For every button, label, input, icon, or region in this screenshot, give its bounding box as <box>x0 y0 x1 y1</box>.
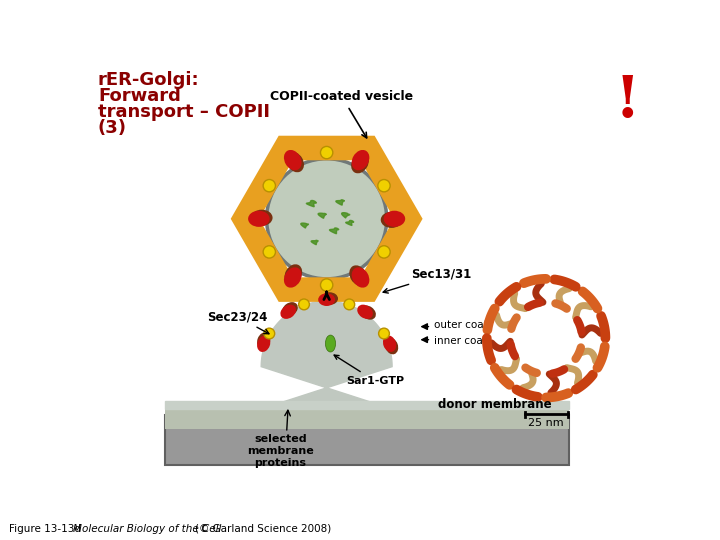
Polygon shape <box>318 213 326 218</box>
Ellipse shape <box>381 212 402 228</box>
Ellipse shape <box>318 293 335 306</box>
Polygon shape <box>238 301 415 409</box>
Polygon shape <box>346 220 354 225</box>
Text: Sec13/31: Sec13/31 <box>383 268 472 293</box>
Polygon shape <box>301 223 309 228</box>
Ellipse shape <box>321 292 338 305</box>
Text: outer coat: outer coat <box>434 320 488 330</box>
Text: selected
membrane
proteins: selected membrane proteins <box>247 434 314 468</box>
Circle shape <box>378 246 390 258</box>
Ellipse shape <box>284 264 302 285</box>
Ellipse shape <box>325 335 336 352</box>
Text: (© Garland Science 2008): (© Garland Science 2008) <box>195 523 331 534</box>
Text: Figure 13-13d: Figure 13-13d <box>9 523 87 534</box>
Text: !: ! <box>615 72 640 129</box>
Circle shape <box>378 179 390 192</box>
Text: 25 nm: 25 nm <box>528 418 564 428</box>
Ellipse shape <box>351 267 369 288</box>
Text: Sec23/24: Sec23/24 <box>207 310 269 334</box>
Ellipse shape <box>282 302 298 316</box>
Circle shape <box>299 299 310 310</box>
Circle shape <box>344 299 355 310</box>
Polygon shape <box>311 240 318 245</box>
Circle shape <box>379 328 390 339</box>
Circle shape <box>263 246 276 258</box>
Circle shape <box>266 159 387 279</box>
Ellipse shape <box>248 211 270 227</box>
Circle shape <box>320 279 333 291</box>
Circle shape <box>264 328 275 339</box>
Ellipse shape <box>257 333 270 349</box>
Ellipse shape <box>383 335 396 352</box>
Ellipse shape <box>287 152 304 172</box>
Ellipse shape <box>257 335 270 352</box>
Ellipse shape <box>284 150 302 170</box>
Polygon shape <box>307 200 316 207</box>
Ellipse shape <box>357 305 373 319</box>
Ellipse shape <box>351 150 369 170</box>
Ellipse shape <box>251 210 273 226</box>
Polygon shape <box>336 200 345 205</box>
Ellipse shape <box>385 338 398 354</box>
Circle shape <box>320 146 333 159</box>
Ellipse shape <box>351 153 369 173</box>
Polygon shape <box>165 409 570 429</box>
Ellipse shape <box>280 305 296 319</box>
Ellipse shape <box>284 267 302 288</box>
Polygon shape <box>341 213 350 218</box>
Text: Forward: Forward <box>98 87 181 105</box>
Text: transport – COPII: transport – COPII <box>98 103 270 122</box>
Text: (3): (3) <box>98 119 127 138</box>
Ellipse shape <box>360 306 376 320</box>
Polygon shape <box>330 228 339 234</box>
Text: donor membrane: donor membrane <box>438 398 552 411</box>
Text: rER-Golgi:: rER-Golgi: <box>98 71 199 89</box>
Polygon shape <box>165 415 570 465</box>
Ellipse shape <box>384 211 405 227</box>
Circle shape <box>479 271 613 405</box>
Circle shape <box>263 179 276 192</box>
Ellipse shape <box>349 265 367 286</box>
Text: Molecular Biology of the Cell: Molecular Biology of the Cell <box>73 523 222 534</box>
Polygon shape <box>165 401 570 409</box>
Text: COPII-coated vesicle: COPII-coated vesicle <box>271 90 413 138</box>
Text: Sar1-GTP: Sar1-GTP <box>334 355 404 386</box>
Text: inner coat: inner coat <box>434 336 487 346</box>
